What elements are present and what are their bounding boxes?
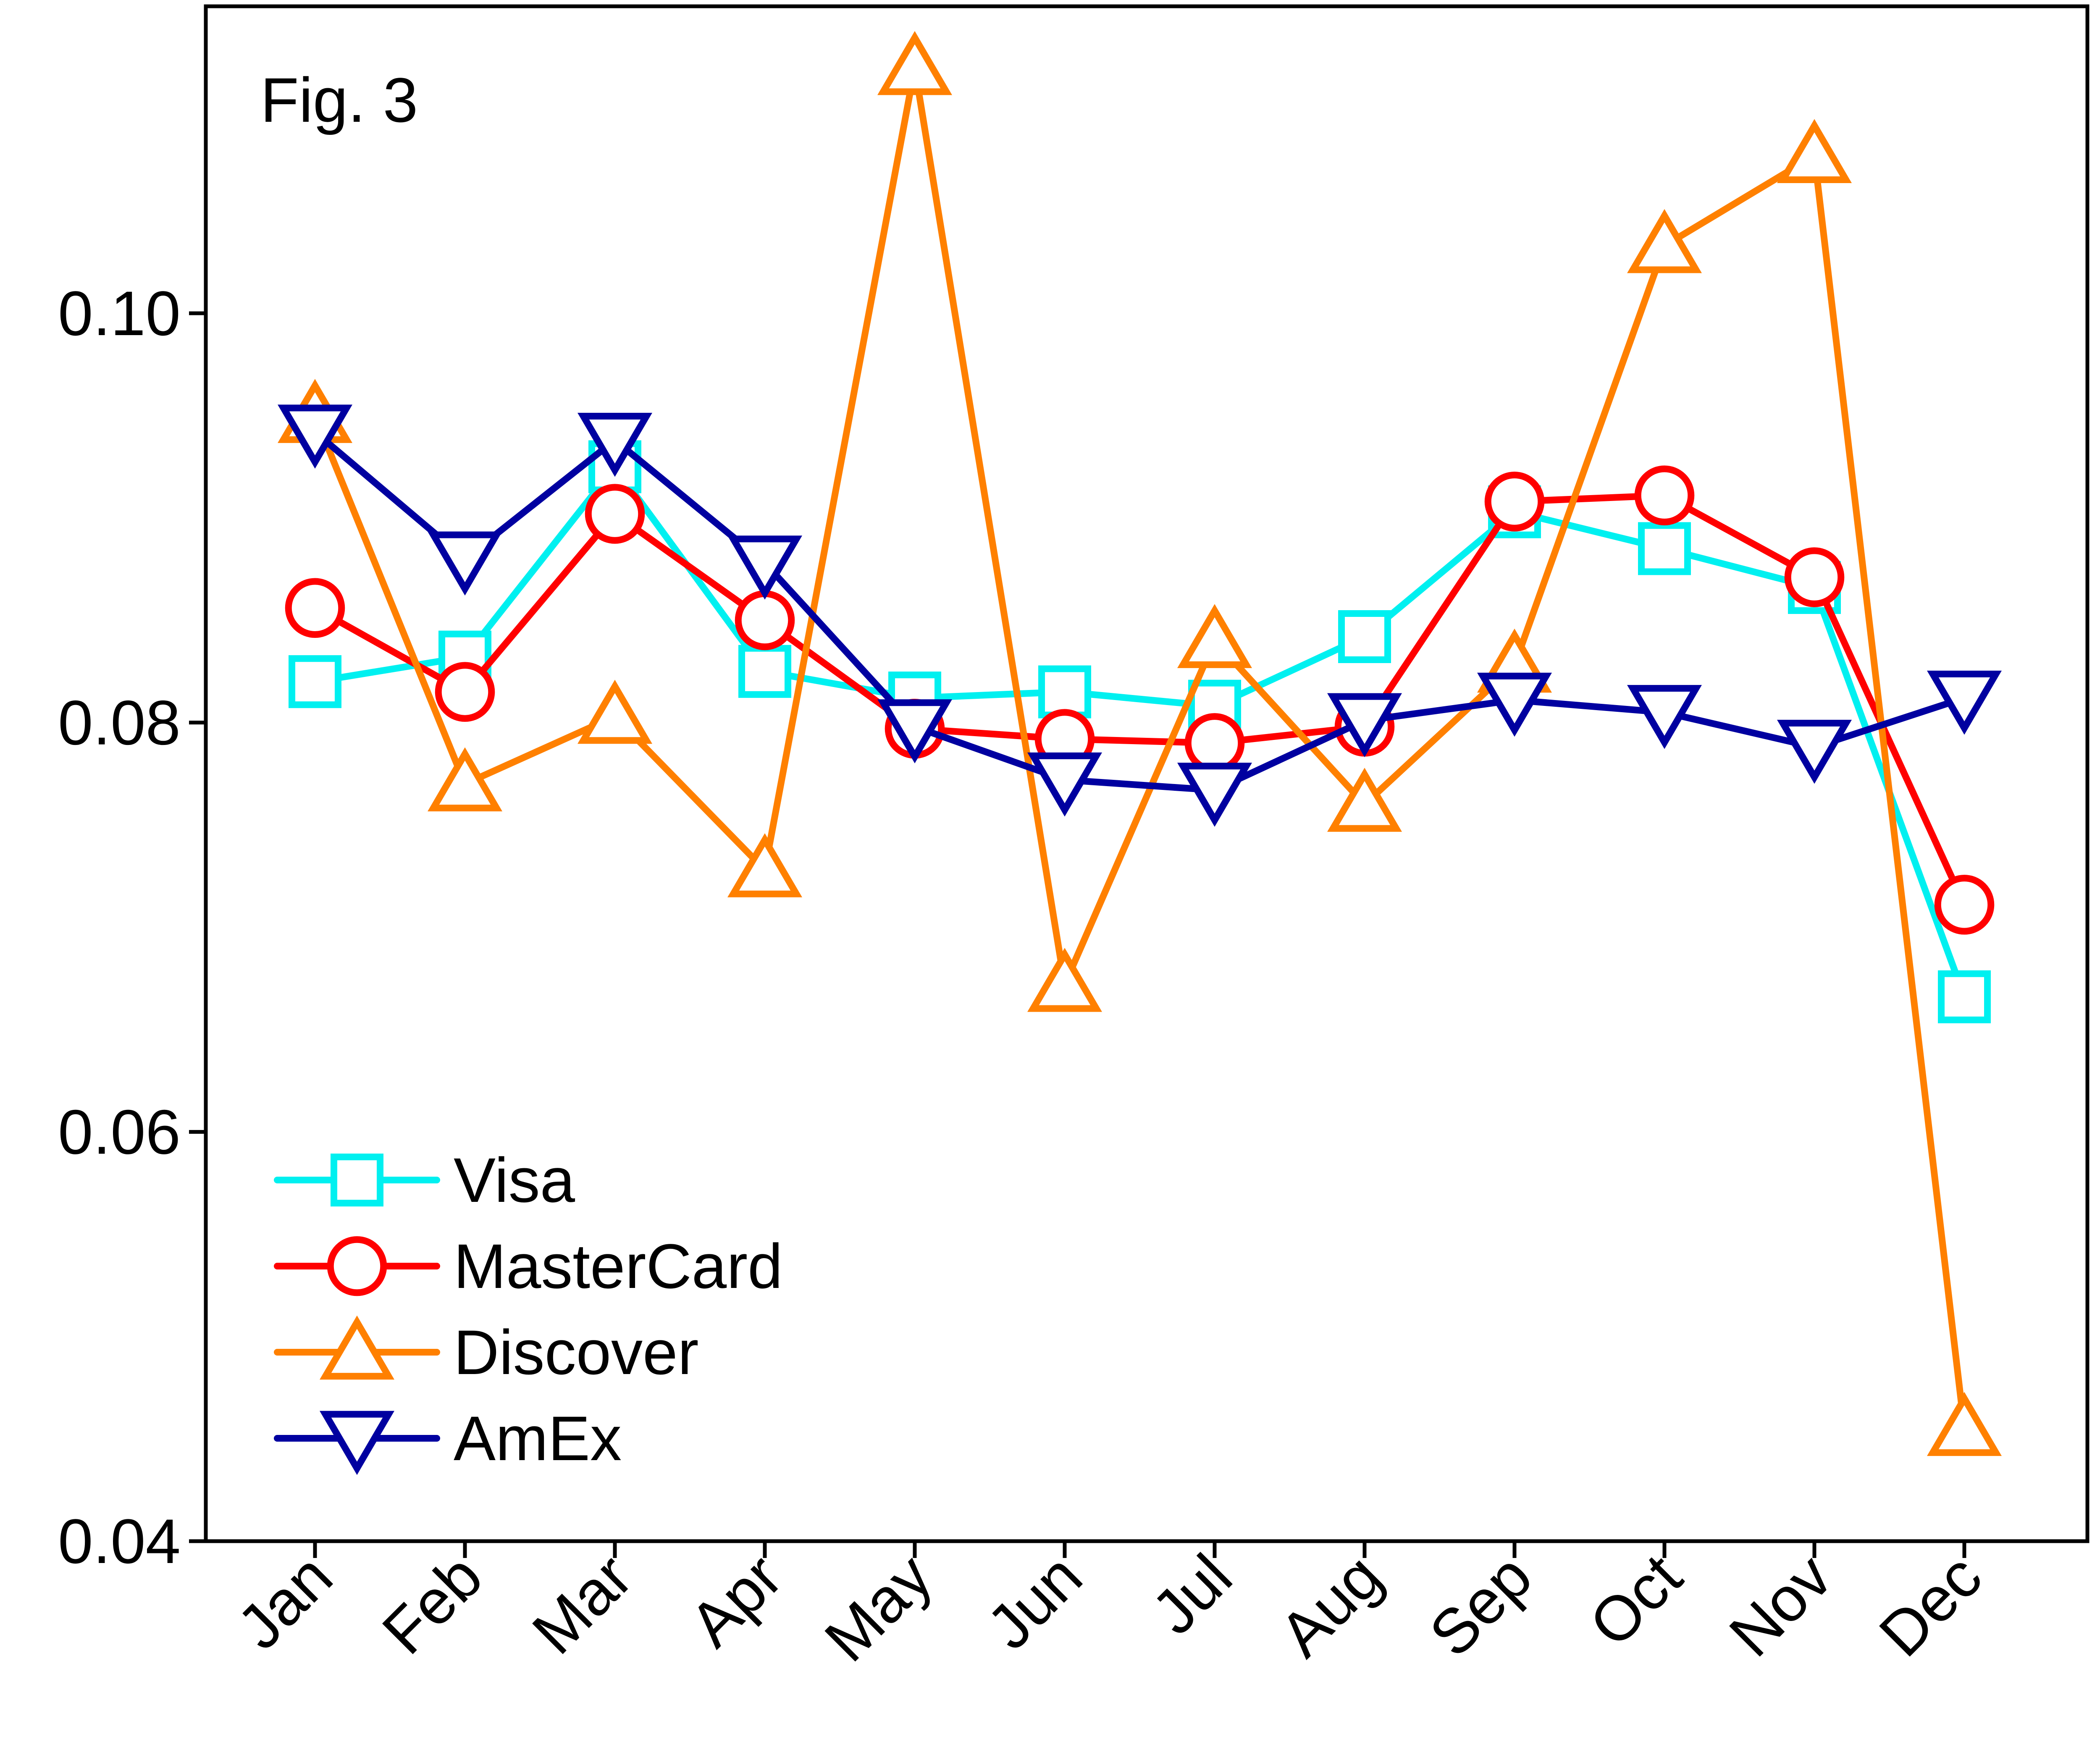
series-line-segment [462, 510, 618, 695]
legend-label: MasterCard [454, 1231, 783, 1301]
series-line-segment [1811, 152, 1968, 1432]
series-line-segment [1511, 697, 1668, 716]
series-line-segment [1511, 242, 1668, 669]
circle-marker [327, 1236, 387, 1296]
x-tick-label: Feb [369, 1541, 496, 1668]
square-marker [1938, 970, 1991, 1023]
triangle-down-marker [577, 412, 653, 477]
series-line-segment [1061, 637, 1218, 988]
series-line-segment [761, 64, 918, 873]
y-tick-label: 0.04 [58, 1506, 181, 1576]
x-tick-label: Jun [974, 1541, 1095, 1663]
legend-item: AmEx [274, 1403, 622, 1475]
triangle-up-marker [1927, 1392, 2002, 1456]
series-line-segment [1361, 697, 1518, 724]
y-tick-label: 0.06 [58, 1096, 181, 1167]
square-marker [1338, 610, 1391, 663]
x-tick-label: Mar [519, 1541, 645, 1667]
x-tick-label: Jan [224, 1541, 346, 1663]
series-line-segment [1361, 498, 1518, 730]
circle-marker [1934, 875, 1995, 935]
x-tick-label: Nov [1716, 1541, 1845, 1670]
circle-marker [1184, 713, 1245, 773]
legend-item: Visa [274, 1145, 575, 1215]
triangle-up-marker [1027, 948, 1102, 1012]
plot-frame-group [204, 4, 2090, 1543]
circle-marker [585, 484, 645, 544]
series-line-segment [612, 510, 768, 624]
triangle-up-marker [1627, 209, 1702, 273]
series-line-segment [1811, 574, 1968, 908]
square-marker [738, 645, 791, 698]
legend: Visa MasterCard Discover AmEx [274, 1145, 783, 1475]
square-marker [1038, 665, 1091, 719]
legend-item: Discover [274, 1315, 698, 1387]
triangle-up-marker [1327, 768, 1402, 832]
triangle-down-marker [1777, 719, 1852, 784]
circle-marker [1634, 465, 1695, 525]
y-tick-label: 0.10 [58, 278, 181, 349]
triangle-down-marker [1327, 693, 1402, 758]
x-tick-label: Sep [1416, 1541, 1545, 1670]
x-tick-label: May [811, 1541, 945, 1675]
triangle-down-marker [1177, 763, 1252, 827]
triangle-down-marker [727, 535, 803, 600]
x-tick-label: Aug [1266, 1541, 1395, 1670]
triangle-up-marker [577, 679, 653, 744]
x-tick-label: Jul [1138, 1541, 1245, 1647]
square-marker [331, 1154, 383, 1206]
triangle-down-marker [277, 404, 353, 469]
series-line-segment [1661, 709, 1818, 751]
series-amex [277, 404, 2002, 827]
triangle-down-marker [427, 531, 503, 596]
triangle-up-marker [427, 747, 503, 812]
square-marker [1638, 522, 1691, 575]
x-tick-label: Apr [676, 1541, 795, 1660]
triangle-down-marker [1027, 752, 1102, 817]
circle-marker [1484, 472, 1545, 532]
triangle-up-marker [727, 833, 803, 897]
circle-marker [1784, 547, 1845, 607]
y-tick-label: 0.08 [58, 687, 181, 758]
circle-marker [285, 578, 345, 638]
circle-marker [435, 662, 495, 722]
triangle-down-marker [319, 1411, 395, 1475]
series-line-segment [1061, 776, 1218, 794]
x-tick-label: Dec [1866, 1541, 1995, 1670]
legend-label: AmEx [454, 1403, 622, 1474]
triangle-down-marker [1927, 670, 2002, 735]
triangle-down-marker [877, 699, 953, 763]
x-tick-label: Oct [1576, 1541, 1695, 1660]
figure-label: Fig. 3 [260, 65, 418, 135]
triangle-up-marker [877, 31, 953, 95]
legend-label: Visa [454, 1145, 575, 1215]
axis-ticks-group: 0.04 0.06 0.08 0.10 Jan Feb Mar Apr May Jun Jul Aug… [58, 278, 1995, 1675]
triangle-down-marker [1627, 685, 1702, 749]
triangle-up-marker [1177, 604, 1252, 668]
legend-item: MasterCard [274, 1231, 783, 1301]
legend-label: Discover [454, 1317, 698, 1387]
series-line-segment [911, 64, 1068, 988]
triangle-up-marker [319, 1315, 395, 1380]
square-marker [289, 655, 341, 708]
series-group [277, 31, 2002, 1456]
circle-marker [735, 590, 795, 650]
triangle-up-marker [1777, 119, 1852, 183]
plot-frame [204, 4, 2090, 1543]
triangle-down-marker [1477, 672, 1552, 737]
series-line-segment [312, 412, 468, 787]
